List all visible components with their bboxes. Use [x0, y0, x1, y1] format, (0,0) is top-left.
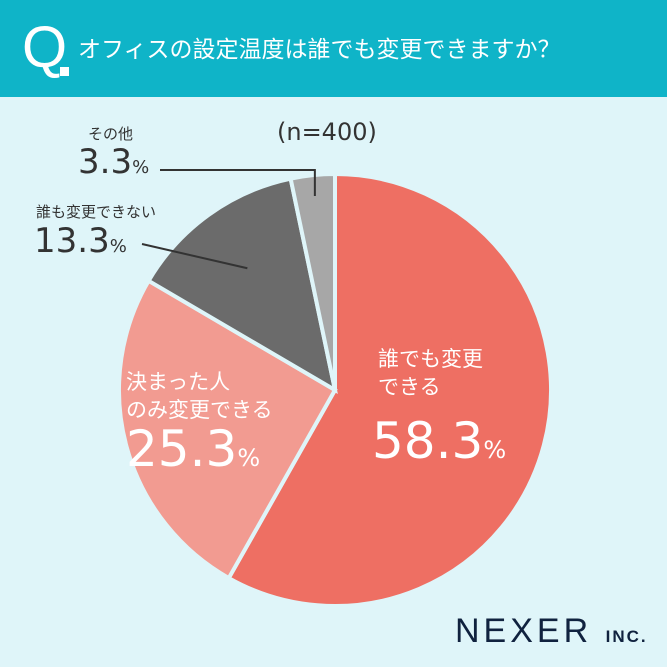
unit: %: [109, 236, 127, 257]
value-nobody: 13.3%: [34, 221, 127, 261]
label-limited: 決まった人 のみ変更できる: [126, 368, 273, 424]
nexer-logo: NEXER INC.: [455, 612, 648, 651]
q-mark: Q: [22, 15, 68, 80]
value-nobody-number: 13.3: [34, 221, 110, 261]
value-anyone: 58.3%: [372, 412, 506, 470]
label-other: その他: [88, 125, 134, 143]
leader-line-2: [141, 243, 248, 270]
label-anyone: 誰でも変更 できる: [378, 345, 483, 401]
label-limited-line1: 決まった人: [126, 370, 231, 394]
label-anyone-line2: できる: [378, 375, 441, 399]
unit: %: [237, 444, 261, 472]
logo-main: NEXER: [455, 612, 593, 650]
value-anyone-number: 58.3: [372, 412, 484, 470]
pie-slice-1: [117, 278, 338, 581]
logo-suffix: INC.: [605, 627, 648, 646]
pie-slice-3: [288, 171, 337, 391]
value-limited-number: 25.3: [126, 420, 238, 478]
value-other-number: 3.3: [78, 142, 133, 182]
value-limited: 25.3%: [126, 420, 260, 478]
q-dot: [60, 67, 69, 76]
label-anyone-line1: 誰でも変更: [378, 347, 483, 371]
label-limited-line2: のみ変更できる: [126, 398, 273, 422]
sample-size: (n=400): [277, 118, 377, 146]
header-banner: Q オフィスの設定温度は誰でも変更できますか？: [0, 0, 667, 97]
pie-slice-0: [226, 171, 553, 608]
label-nobody: 誰も変更できない: [36, 203, 157, 221]
value-other: 3.3%: [78, 142, 149, 182]
question-title: オフィスの設定温度は誰でも変更できますか？: [78, 37, 561, 63]
leader-line-3: [160, 169, 316, 197]
unit: %: [483, 436, 507, 464]
pie-slice-2: [145, 176, 338, 395]
unit: %: [132, 157, 150, 178]
